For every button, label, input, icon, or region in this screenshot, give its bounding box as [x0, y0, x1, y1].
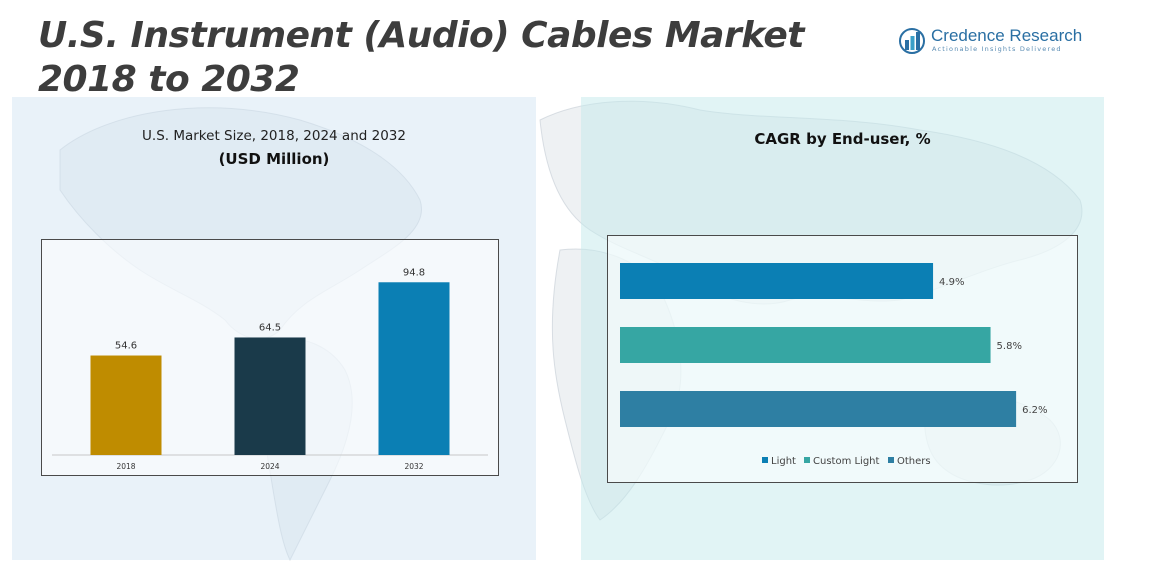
logo-tagline: Actionable Insights Delivered [932, 45, 1062, 53]
data-label-2018: 54.6 [115, 341, 137, 352]
market-size-chart-subtitle: (USD Million) [218, 150, 330, 168]
bar-custom-light [620, 327, 991, 363]
legend-swatch-light [762, 457, 768, 463]
logo-bars-icon [899, 28, 925, 54]
x-tick-label-2032: 2032 [404, 462, 423, 471]
cagr-chart-title: CAGR by End-user, % [754, 130, 931, 148]
cagr-bar-chart: 4.9% 5.8% 6.2% Light Custom Light Others [620, 263, 1048, 467]
market-size-chart-title: U.S. Market Size, 2018, 2024 and 2032 [142, 128, 406, 144]
bar-light [620, 263, 934, 299]
data-label-light: 4.9% [939, 277, 964, 288]
legend-swatch-others [888, 457, 894, 463]
x-tick-label-2018: 2018 [116, 462, 135, 471]
x-tick-label-2024: 2024 [260, 462, 279, 471]
bar-2024 [234, 337, 306, 455]
cagr-chart-frame: 4.9% 5.8% 6.2% Light Custom Light Others [607, 235, 1078, 483]
bar-others [620, 391, 1017, 427]
market-size-chart-frame: 54.6 2018 64.5 2024 94.8 2032 [41, 239, 499, 476]
bar-2018 [90, 355, 162, 455]
legend-label-light: Light [771, 456, 796, 467]
data-label-2024: 64.5 [259, 322, 281, 333]
credence-research-logo: Credence Research Actionable Insights De… [898, 24, 1088, 56]
page-title: U.S. Instrument (Audio) Cables Market 20… [38, 15, 805, 100]
bar-2032 [378, 282, 450, 455]
data-label-custom-light: 5.8% [997, 341, 1022, 352]
logo-name: Credence Research [931, 26, 1083, 45]
legend-swatch-custom-light [804, 457, 810, 463]
market-size-bar-chart: 54.6 2018 64.5 2024 94.8 2032 [52, 267, 488, 471]
legend-label-others: Others [897, 456, 931, 467]
data-label-others: 6.2% [1022, 405, 1047, 416]
legend-label-custom-light: Custom Light [813, 456, 880, 467]
data-label-2032: 94.8 [403, 267, 425, 278]
